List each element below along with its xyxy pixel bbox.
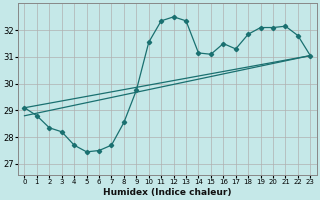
X-axis label: Humidex (Indice chaleur): Humidex (Indice chaleur) <box>103 188 232 197</box>
